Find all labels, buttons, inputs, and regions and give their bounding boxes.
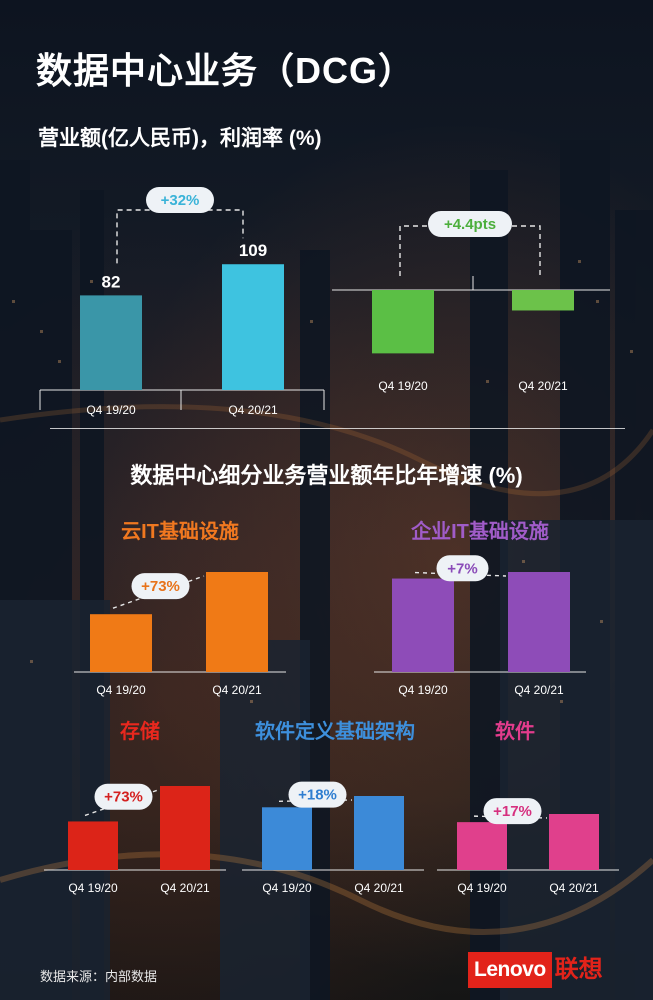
- revenue-category-label: Q4 19/20: [86, 403, 136, 417]
- revenue-value-label: 82: [102, 272, 121, 291]
- logo-text-cn: 联想: [554, 956, 603, 983]
- software-chart: Q4 19/20 Q4 20/21 +17%: [437, 798, 619, 895]
- logo-text-en: Lenovo: [468, 952, 552, 988]
- cloud-it-category-label: Q4 20/21: [212, 683, 262, 697]
- enterprise-it-bar: [392, 578, 454, 672]
- revenue-change-badge-text: +32%: [161, 192, 200, 209]
- revenue-margin-subtitle: 营业额(亿人民币)，利润率 (%): [38, 127, 322, 150]
- software-change-badge: +17%: [483, 798, 542, 825]
- enterprise-it-change-badge: +7%: [436, 555, 489, 582]
- revenue-change-badge-bg: [146, 187, 214, 213]
- margin-change-badge-text: +4.4pts: [444, 216, 496, 233]
- margin-category-label: Q4 20/21: [518, 379, 568, 393]
- section-divider: [50, 428, 625, 429]
- storage-category-label: Q4 20/21: [160, 881, 210, 895]
- cloud-it-change-badge: +73%: [131, 573, 190, 600]
- enterprise-it-category-label: Q4 20/21: [514, 683, 564, 697]
- margin-chart: Q4 19/20 Q4 20/21 +4.4pts: [332, 211, 610, 393]
- enterprise-it-category-label: Q4 19/20: [398, 683, 448, 697]
- software-bar: [457, 822, 507, 870]
- cloud-it-title: 云IT基础设施: [121, 521, 239, 543]
- enterprise-it-trend-line: [414, 571, 507, 577]
- storage-title: 存储: [120, 721, 160, 743]
- software-title: 软件: [495, 721, 535, 743]
- storage-category-label: Q4 19/20: [68, 881, 118, 895]
- storage-bar: [68, 821, 118, 870]
- storage-change-badge-bg: [94, 783, 153, 810]
- software-change-badge-bg: [483, 798, 542, 825]
- enterprise-it-title: 企业IT基础设施: [411, 521, 549, 543]
- storage-chart: Q4 19/20 Q4 20/21 +73%: [44, 783, 226, 895]
- software-category-label: Q4 19/20: [457, 881, 507, 895]
- revenue-bar: [80, 295, 142, 390]
- software-defined-bar: [354, 796, 404, 870]
- margin-bar: [372, 290, 434, 354]
- margin-bar: [512, 290, 574, 311]
- enterprise-it-change-badge-bg: [436, 555, 489, 582]
- software-change-badge-text: +17%: [493, 803, 532, 820]
- storage-change-badge-text: +73%: [104, 789, 143, 806]
- software-defined-title: 软件定义基础架构: [255, 721, 415, 743]
- software-defined-bar: [262, 807, 312, 870]
- software-category-label: Q4 20/21: [549, 881, 599, 895]
- software-defined-category-label: Q4 19/20: [262, 881, 312, 895]
- cloud-it-bar: [206, 572, 268, 672]
- enterprise-it-chart: Q4 19/20 Q4 20/21 +7%: [374, 555, 586, 697]
- cloud-it-change-badge-bg: [131, 573, 190, 600]
- margin-change-badge: +4.4pts: [428, 211, 512, 237]
- storage-change-badge: +73%: [94, 783, 153, 810]
- revenue-category-label: Q4 20/21: [228, 403, 278, 417]
- cloud-it-chart: Q4 19/20 Q4 20/21 +73%: [74, 572, 286, 697]
- page-title: 数据中心业务（DCG）: [36, 50, 415, 91]
- segment-growth-title: 数据中心细分业务营业额年比年增速 (%): [130, 463, 523, 488]
- software-defined-change-badge-bg: [288, 781, 347, 808]
- margin-category-label: Q4 19/20: [378, 379, 428, 393]
- software-bar: [549, 814, 599, 870]
- enterprise-it-change-badge-text: +7%: [447, 560, 477, 577]
- data-source-note: 数据来源：内部数据: [40, 969, 158, 984]
- revenue-value-label: 109: [239, 241, 267, 260]
- storage-bar: [160, 786, 210, 870]
- cloud-it-bar: [90, 614, 152, 672]
- enterprise-it-bar: [508, 572, 570, 672]
- revenue-change-badge: +32%: [146, 187, 214, 213]
- revenue-bracket: [116, 209, 244, 264]
- margin-change-badge-bg: [428, 211, 512, 237]
- revenue-chart: 82 Q4 19/20 109 Q4 20/21 +32%: [39, 187, 325, 417]
- cloud-it-change-badge-text: +73%: [141, 578, 180, 595]
- software-defined-change-badge: +18%: [288, 781, 347, 808]
- lenovo-logo: Lenovo 联想: [468, 952, 630, 988]
- software-defined-category-label: Q4 20/21: [354, 881, 404, 895]
- revenue-bar: [222, 264, 284, 390]
- software-defined-change-badge-text: +18%: [298, 787, 337, 804]
- software-defined-chart: Q4 19/20 Q4 20/21 +18%: [242, 781, 424, 895]
- cloud-it-category-label: Q4 19/20: [96, 683, 146, 697]
